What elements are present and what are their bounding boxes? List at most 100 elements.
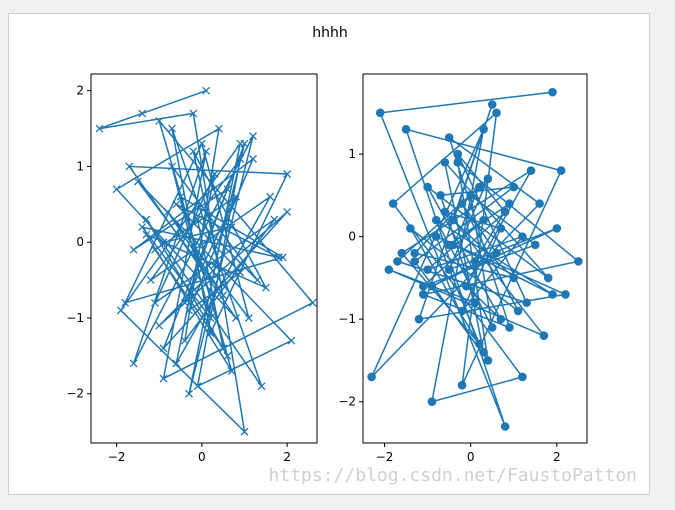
data-point-x-marker [227,367,236,375]
data-point-x-marker [206,314,215,322]
x-tick-label: 0 [467,450,475,464]
data-point-circle-marker [457,199,467,208]
x-tick-label: 2 [553,450,561,464]
data-point-circle-marker [367,372,376,382]
data-point-x-marker [168,124,176,133]
data-point-circle-marker [444,265,454,274]
data-point-x-marker [180,336,189,345]
data-point-circle-marker [487,100,497,109]
y-tick-label: −2 [338,395,356,409]
data-point-circle-marker [552,224,562,233]
data-point-x-marker [142,215,151,224]
data-point-x-marker [172,359,181,368]
x-tick-label: 2 [283,450,291,464]
data-point-x-marker [206,329,215,338]
data-point-x-marker [155,321,164,330]
y-tick-label: 1 [348,147,356,161]
data-point-x-marker [155,117,164,125]
data-point-x-marker [180,298,189,307]
data-point-x-marker [189,109,198,118]
data-point-circle-marker [375,108,385,118]
data-point-circle-marker [427,397,437,407]
data-point-x-marker [232,192,240,201]
data-point-circle-marker [440,207,450,217]
data-point-x-marker [202,86,211,95]
data-point-x-marker [240,427,249,436]
subplot-left: −2 0 2 −2 −1 0 1 2 [66,73,318,464]
data-point-x-marker [261,283,270,292]
data-point-circle-marker [479,215,488,225]
data-point-circle-marker [423,265,432,274]
data-point-x-marker [232,314,240,322]
data-point-circle-marker [518,372,527,382]
y-tick-label: 2 [76,84,84,98]
data-point-x-marker [112,185,121,194]
data-point-circle-marker [453,158,463,167]
data-point-circle-marker [513,306,523,316]
data-point-x-marker [116,306,125,315]
data-point-circle-marker [500,422,510,431]
data-point-x-marker [227,223,236,232]
data-point-circle-marker [505,199,514,208]
data-point-x-marker [223,351,232,360]
data-point-x-marker [151,298,159,307]
x-tick-label: −2 [108,450,126,464]
data-point-x-marker [283,170,292,178]
data-point-x-marker [193,215,202,224]
y-tick-label: −1 [338,312,356,326]
data-point-x-marker [125,162,134,171]
data-point-circle-marker [406,224,415,233]
y-tick-label: 0 [348,230,356,244]
data-point-circle-marker [479,347,488,357]
data-point-x-marker [308,298,317,307]
data-point-x-marker [189,147,198,156]
data-point-circle-marker [410,248,419,258]
data-point-x-marker [236,268,245,277]
data-point-x-marker [133,177,142,186]
data-point-x-marker [270,215,279,224]
data-point-circle-marker [535,199,544,208]
data-point-circle-marker [462,281,471,291]
data-point-circle-marker [539,331,549,340]
data-point-x-marker [214,124,223,133]
data-point-circle-marker [509,273,519,283]
data-point-x-marker [219,344,228,353]
data-point-x-marker [129,359,138,368]
data-point-circle-marker [543,273,553,283]
data-point-circle-marker [427,281,437,291]
data-point-circle-marker [556,166,566,175]
data-point-circle-marker [518,232,527,241]
data-point-x-marker [172,200,181,209]
data-point-x-marker [176,192,185,201]
data-point-circle-marker [475,339,484,349]
data-point-x-marker [197,139,206,148]
data-point-x-marker [138,223,147,232]
data-point-circle-marker [561,290,570,299]
data-point-circle-marker [397,248,407,258]
data-point-x-marker [249,132,257,141]
y-tick-label: −2 [66,387,84,401]
data-point-circle-marker [457,306,467,316]
data-point-x-marker [253,276,262,285]
data-point-circle-marker [436,191,445,200]
data-point-x-marker [185,389,194,398]
data-point-circle-marker [393,257,402,266]
data-point-circle-marker [483,356,493,365]
data-point-circle-marker [548,87,557,97]
data-point-circle-marker [431,215,441,225]
y-tick-label: −1 [66,311,84,325]
data-point-x-marker [95,124,104,133]
figure-canvas: hhhh −2 0 2 −2 −1 0 1 2 −2 0 2 −2 −1 0 1 [66,25,588,464]
data-point-circle-marker [419,290,428,299]
data-point-circle-marker [419,281,428,291]
data-point-circle-marker [470,298,480,307]
data-point-x-marker [202,147,211,156]
y-tick-label: 1 [76,159,84,173]
data-point-x-marker [159,238,168,247]
series-line [370,91,581,427]
data-point-x-marker [168,162,176,171]
data-point-x-marker [236,154,245,163]
data-point-circle-marker [492,248,501,258]
data-point-circle-marker [384,265,394,274]
data-point-x-marker [121,298,130,307]
